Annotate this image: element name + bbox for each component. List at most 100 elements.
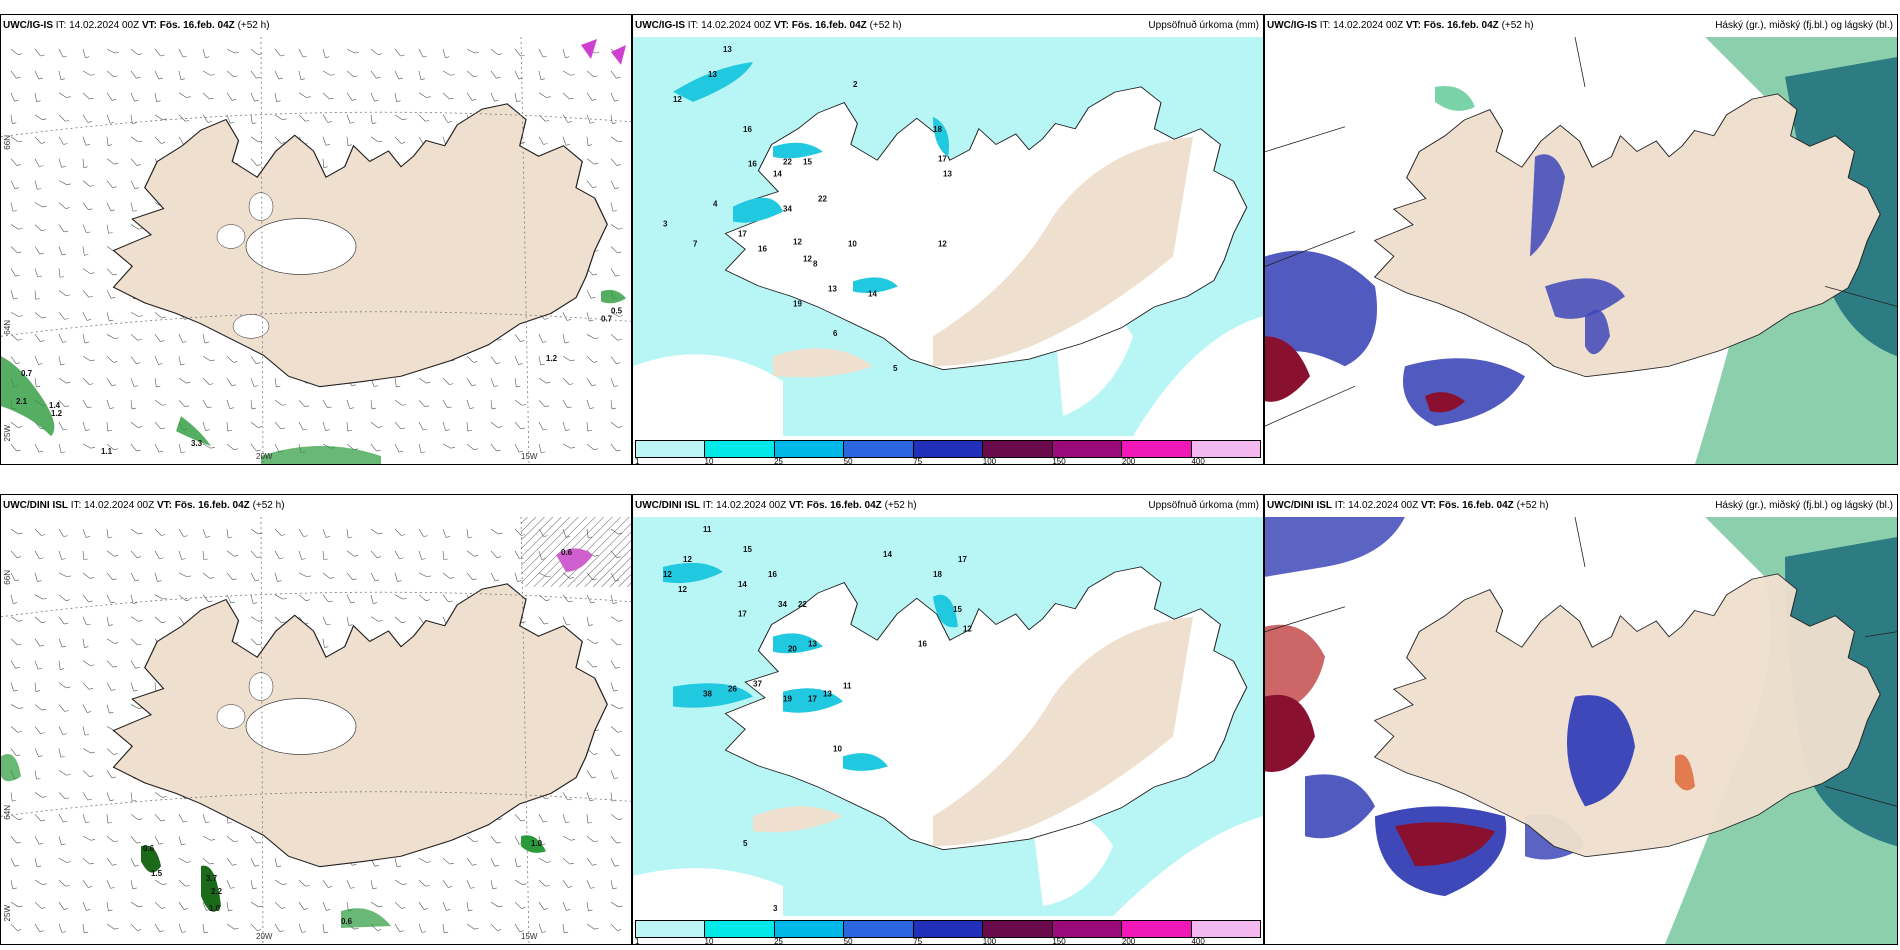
wind-barb — [58, 770, 67, 776]
wind-barb — [274, 399, 283, 406]
panel-header: UWC/DINI ISL IT: 14.02.2024 00Z VT: Fös.… — [1265, 495, 1897, 517]
wind-barb — [58, 202, 66, 209]
wind-barb — [58, 879, 66, 887]
wind-barb — [154, 114, 163, 121]
wind-barb — [370, 550, 378, 558]
wind-barb — [306, 575, 312, 578]
wind-barb — [610, 400, 613, 410]
wind-barb — [63, 428, 68, 431]
wind-barb — [203, 558, 208, 561]
wind-barb — [162, 118, 167, 121]
wind-barb — [154, 550, 160, 559]
wind-barb — [138, 315, 144, 317]
wind-barb — [112, 186, 117, 188]
wind-barb — [106, 594, 112, 604]
wind-barb — [402, 404, 407, 406]
wind-barb — [466, 572, 473, 580]
it-value: 14.02.2024 00Z — [1333, 20, 1404, 31]
wind-barb — [10, 421, 19, 428]
wind-barb — [40, 142, 46, 144]
wind-barb — [538, 377, 547, 384]
wind-barb — [233, 840, 239, 843]
wind-barb — [226, 114, 231, 124]
legend-color-swatch — [774, 441, 845, 457]
wind-barb — [450, 74, 455, 76]
value-label: 1.5 — [151, 869, 163, 878]
wind-barb — [106, 290, 112, 299]
wind-barb — [250, 572, 256, 581]
wind-barb — [34, 136, 42, 144]
wind-barb — [562, 48, 566, 58]
wind-barb — [89, 577, 95, 579]
wind-barb — [326, 909, 331, 911]
wind-barb — [400, 142, 406, 144]
wind-barb — [298, 550, 302, 560]
wind-barb — [422, 55, 428, 58]
wind-barb — [514, 378, 517, 388]
wind-barb — [594, 729, 599, 732]
wind-barb — [258, 140, 263, 143]
wind-barb — [567, 406, 572, 409]
wind-barb — [593, 840, 599, 843]
wind-barb — [160, 427, 165, 430]
wind-barb — [564, 931, 569, 934]
wind-barb — [58, 92, 67, 98]
wind-barb — [257, 643, 262, 646]
wind-barb — [10, 660, 16, 669]
wind-barb — [82, 268, 91, 274]
wind-barb — [370, 443, 377, 452]
wind-barb — [443, 558, 448, 561]
wind-barb — [466, 400, 471, 409]
wind-barb — [82, 857, 91, 865]
wind-barb — [490, 880, 494, 890]
wind-barb — [425, 599, 430, 601]
wind-barb — [279, 930, 284, 933]
wind-barb — [538, 923, 543, 933]
panel-header: UWC/IG-IS IT: 14.02.2024 00Z VT: Fös. 16… — [1, 15, 631, 37]
wind-barb — [136, 449, 141, 452]
wind-barb — [226, 422, 228, 432]
wind-barb — [106, 858, 113, 866]
wind-barb — [322, 399, 328, 409]
wind-barb — [274, 421, 282, 430]
wind-barb — [183, 820, 188, 823]
wind-barb — [82, 202, 89, 211]
wind-barb — [445, 56, 450, 58]
wind-barb — [178, 923, 183, 933]
wind-barb — [64, 230, 69, 233]
wind-barb — [330, 74, 335, 76]
wind-barb — [352, 578, 357, 581]
wind-barb — [58, 792, 66, 800]
legend-tick-label: 200 — [1121, 457, 1136, 465]
wind-barb — [546, 381, 551, 384]
wind-barb — [274, 594, 284, 600]
value-label: 19 — [783, 695, 792, 704]
wind-barb — [418, 443, 422, 453]
wind-barb — [204, 341, 210, 344]
wind-barb — [114, 337, 119, 340]
wind-barb — [135, 579, 140, 582]
wind-barb — [514, 814, 522, 822]
wind-barb — [41, 708, 47, 711]
wind-barb — [66, 575, 72, 578]
it-value: 14.02.2024 00Z — [69, 20, 140, 31]
wind-barb — [322, 422, 326, 431]
wind-barb — [63, 535, 68, 537]
wind-barb — [37, 865, 42, 868]
wind-barb — [226, 880, 231, 889]
wind-barb — [83, 166, 88, 168]
wind-barb — [593, 75, 598, 78]
wind-barb — [522, 883, 527, 886]
wind-barb — [562, 312, 568, 321]
wind-barb — [274, 48, 281, 57]
wind-barb — [183, 908, 189, 910]
wind-barb — [544, 622, 549, 625]
wind-barb — [178, 334, 183, 343]
wind-barb — [466, 858, 473, 866]
wind-barb — [593, 361, 598, 363]
wind-barb — [109, 799, 115, 802]
wind-barb — [18, 905, 23, 908]
wind-barb — [106, 880, 111, 889]
wind-barb — [112, 864, 117, 866]
wind-barb — [372, 887, 377, 890]
